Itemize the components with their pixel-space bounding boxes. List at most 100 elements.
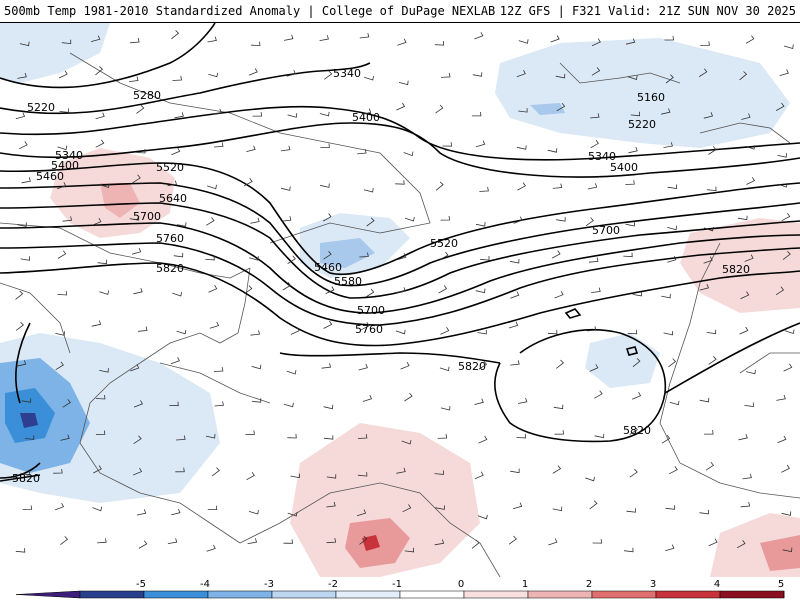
- wind-barb: [585, 217, 594, 227]
- wind-barb: [213, 367, 224, 372]
- wind-barb: [323, 320, 333, 329]
- wind-barb: [283, 539, 293, 544]
- wind-barb: [665, 505, 675, 510]
- wind-barb: [699, 509, 709, 515]
- wind-barb: [250, 330, 261, 336]
- wind-barb: [401, 440, 412, 445]
- wind-barb: [396, 467, 406, 474]
- warm-core-southeast: [760, 535, 800, 571]
- wind-barb: [740, 502, 751, 508]
- warm-anomaly-iberia: [680, 218, 800, 313]
- wind-barb: [250, 217, 260, 224]
- wind-barb: [627, 329, 638, 335]
- wind-barb: [775, 286, 785, 296]
- wind-barb: [133, 467, 143, 476]
- wind-barb: [439, 366, 450, 372]
- wind-barb: [708, 356, 717, 365]
- wind-barb: [398, 80, 409, 86]
- wind-barb: [21, 177, 31, 184]
- wind-barb: [625, 180, 635, 185]
- wind-barb: [286, 69, 296, 77]
- wind-barb: [478, 360, 488, 370]
- wind-barb: [176, 435, 186, 441]
- wind-barb: [478, 435, 488, 444]
- wind-barb: [438, 285, 448, 294]
- wind-barb: [404, 392, 413, 402]
- wind-barb: [590, 139, 599, 149]
- scale-swatch: [15, 590, 81, 599]
- wind-barb: [402, 504, 412, 513]
- wind-barb: [290, 473, 300, 479]
- wind-barb: [516, 433, 527, 439]
- wind-barb: [246, 145, 256, 152]
- wind-barb: [474, 398, 484, 405]
- anomaly-shading: [0, 23, 800, 577]
- wind-barb: [95, 430, 106, 435]
- wind-barb: [510, 360, 520, 366]
- scale-swatch: [271, 590, 337, 599]
- cold-anomaly-nw: [0, 23, 110, 83]
- wind-barb: [363, 187, 374, 193]
- wind-barb: [57, 250, 67, 259]
- contour-label: 5460: [314, 261, 342, 274]
- wind-barb: [667, 225, 677, 231]
- wind-barb: [213, 142, 224, 148]
- wind-barb: [99, 183, 110, 189]
- wind-barb: [516, 145, 527, 150]
- wind-barb: [746, 177, 756, 185]
- wind-barb: [320, 143, 330, 148]
- scale-swatch: [527, 590, 593, 599]
- wind-barb: [173, 252, 184, 258]
- wind-barb: [360, 322, 370, 331]
- wind-barb: [214, 401, 224, 407]
- wind-barb: [282, 282, 291, 291]
- wind-barb: [663, 142, 673, 148]
- contour-label: 5400: [352, 111, 380, 124]
- wind-barb: [174, 112, 184, 119]
- wind-barb: [783, 363, 793, 372]
- wind-barb: [322, 213, 332, 222]
- scale-swatch: [655, 590, 721, 599]
- wind-barb: [61, 39, 72, 45]
- scale-tick-label: -3: [264, 579, 274, 590]
- wind-barb: [782, 547, 793, 553]
- wind-barb: [287, 255, 296, 264]
- wind-barb: [211, 467, 220, 477]
- wind-barb: [625, 38, 636, 45]
- wind-barb: [509, 258, 520, 264]
- scale-tick-label: -5: [136, 579, 146, 590]
- wind-barb: [365, 288, 375, 298]
- wind-barb: [250, 41, 261, 47]
- wind-barb: [133, 287, 143, 295]
- wind-barb: [287, 512, 298, 517]
- wind-barb: [395, 180, 405, 185]
- wind-barb: [777, 183, 788, 188]
- contour-label: 5340: [55, 149, 83, 162]
- wind-barb: [781, 511, 792, 516]
- wind-barb: [138, 326, 148, 332]
- scale-swatch: [591, 590, 657, 599]
- wind-barb: [130, 38, 140, 44]
- wind-barb: [133, 435, 142, 445]
- wind-barb: [779, 69, 789, 76]
- scale-swatch: [463, 590, 529, 599]
- wind-barb: [396, 102, 406, 111]
- wind-barb: [21, 398, 32, 403]
- wind-barb: [17, 72, 27, 79]
- wind-barb: [358, 363, 368, 371]
- wind-barb: [477, 514, 488, 520]
- scale-swatches: [15, 590, 785, 599]
- title-bar: 500mb Temp 1981-2010 Standardized Anomal…: [0, 0, 800, 23]
- wind-barb: [587, 183, 598, 190]
- contour-label: 5520: [156, 161, 184, 174]
- wind-barb: [475, 222, 486, 227]
- wind-barb: [591, 287, 601, 293]
- wind-barb: [55, 331, 65, 336]
- wind-barb: [592, 539, 603, 544]
- wind-barb: [552, 506, 563, 512]
- wind-barb: [776, 394, 786, 401]
- scale-tick-label: 0: [458, 579, 464, 590]
- wind-barb: [62, 399, 71, 408]
- cold-anomaly-north-atlantic: [495, 38, 790, 148]
- wind-barb: [738, 433, 748, 441]
